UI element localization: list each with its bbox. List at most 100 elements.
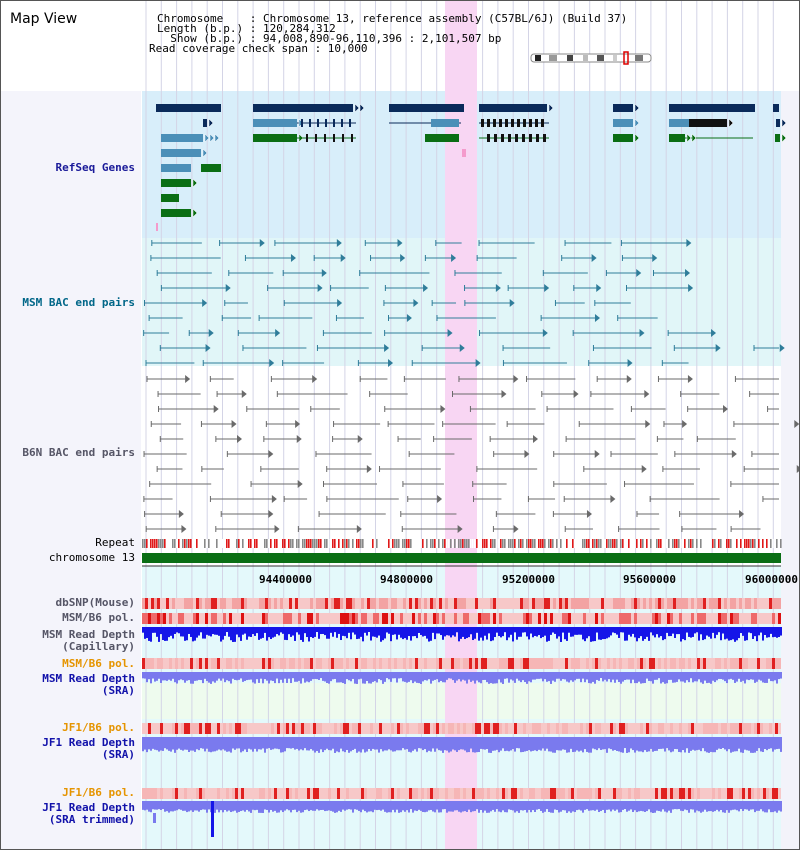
snp-density-cell <box>196 598 199 609</box>
exon <box>535 119 538 127</box>
snp-density-cell <box>766 658 769 669</box>
read-depth-bar <box>304 801 306 811</box>
read-depth-bar <box>644 627 646 640</box>
snp-density-cell <box>190 658 193 669</box>
read-depth-bar <box>712 737 714 753</box>
snp-density-cell <box>613 658 616 669</box>
repeat-mark <box>332 539 334 548</box>
read-depth-bar <box>152 672 154 679</box>
snp-density-cell <box>466 658 469 669</box>
snp-density-cell <box>430 613 433 624</box>
snp-density-cell <box>523 723 526 734</box>
exon <box>324 134 326 142</box>
snp-density-cell <box>370 658 373 669</box>
read-depth-bar <box>710 801 712 812</box>
snp-density-cell <box>763 598 766 609</box>
repeat-mark <box>446 539 448 548</box>
read-depth-bar <box>218 672 220 679</box>
snp-density-cell <box>772 598 775 609</box>
read-depth-bar <box>348 801 350 810</box>
read-depth-bar <box>232 627 234 642</box>
read-depth-bar <box>570 801 572 813</box>
snp-density-cell <box>307 723 310 734</box>
read-depth-bar <box>184 801 186 811</box>
read-depth-bar <box>696 801 698 811</box>
repeat-mark <box>288 539 290 548</box>
snp-density-cell <box>268 788 271 799</box>
read-depth-bar <box>666 672 668 684</box>
snp-density-cell <box>364 658 367 669</box>
read-depth-bar <box>406 801 408 811</box>
read-depth-bar <box>222 627 224 640</box>
read-depth-bar <box>492 737 494 751</box>
snp-density-cell <box>532 723 535 734</box>
snp-density-cell <box>247 723 250 734</box>
read-depth-bar <box>654 801 656 813</box>
read-depth-bar <box>568 737 570 753</box>
read-depth-bar <box>718 627 720 633</box>
read-depth-bar <box>564 627 566 640</box>
read-depth-bar <box>732 801 734 810</box>
snp-density-cell <box>736 598 739 609</box>
repeat-mark <box>198 539 200 548</box>
read-depth-bar <box>462 801 464 812</box>
snp-density-cell <box>394 613 397 624</box>
chromosome-label: chromosome 13 <box>48 551 135 564</box>
snp-density-cell <box>454 598 457 609</box>
snp-density-cell <box>574 723 577 734</box>
read-depth-bar <box>424 672 426 681</box>
snp-density-cell <box>679 598 682 609</box>
snp-density-cell <box>520 658 523 669</box>
snp-density-cell <box>691 788 694 799</box>
repeat-mark <box>634 539 636 548</box>
read-depth-bar <box>508 737 510 752</box>
read-depth-bar <box>680 627 682 642</box>
read-depth-bar <box>574 801 576 813</box>
repeat-mark <box>202 539 204 548</box>
read-depth-bar <box>260 627 262 639</box>
snp-density-cell <box>727 723 730 734</box>
snp-density-cell <box>532 658 535 669</box>
read-depth-bar <box>778 627 780 638</box>
read-depth-bar <box>766 801 768 813</box>
ideogram-band <box>583 55 588 61</box>
snp-density-cell <box>589 613 592 624</box>
read-depth-bar <box>178 801 180 810</box>
read-depth-bar <box>654 672 656 680</box>
snp-density-cell <box>412 723 415 734</box>
read-depth-bar <box>504 672 506 679</box>
snp-density-cell <box>550 658 553 669</box>
snp-density-cell <box>463 598 466 609</box>
read-depth-bar <box>296 801 298 813</box>
read-depth-bar <box>176 627 178 633</box>
snp-density-cell <box>298 723 301 734</box>
snp-density-cell <box>286 723 289 734</box>
read-depth-bar <box>148 801 150 812</box>
read-depth-bar <box>274 672 276 684</box>
read-depth-bar <box>642 801 644 812</box>
snp-density-cell <box>385 598 388 609</box>
snp-density-cell <box>640 598 643 609</box>
read-depth-bar <box>674 672 676 683</box>
strand-arrow <box>728 118 734 128</box>
read-depth-bar <box>626 672 628 680</box>
snp-density-cell <box>706 788 709 799</box>
read-depth-bar <box>500 672 502 683</box>
read-depth-bar <box>768 627 770 638</box>
snp-density-cell <box>244 723 247 734</box>
snp-density-cell <box>244 788 247 799</box>
read-depth-bar <box>682 737 684 751</box>
snp-density-cell <box>511 658 514 669</box>
repeat-mark <box>640 539 642 548</box>
read-depth-bar <box>288 801 290 811</box>
read-depth-bar <box>716 672 718 681</box>
b6n-bac-pair <box>366 465 372 473</box>
snp-density-cell <box>442 598 445 609</box>
repeat-mark <box>720 539 722 548</box>
repeat-mark <box>538 539 540 548</box>
snp-density-cell <box>241 723 244 734</box>
snp-density-cell <box>370 723 373 734</box>
snp-density-cell <box>367 598 370 609</box>
read-depth-bar <box>180 737 182 750</box>
